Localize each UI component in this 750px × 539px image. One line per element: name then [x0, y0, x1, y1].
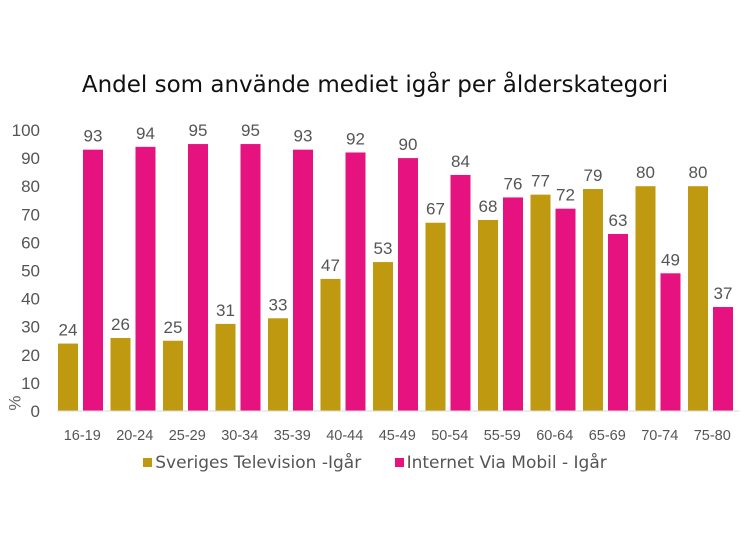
bar — [58, 343, 78, 411]
legend-label: Internet Via Mobil - Igår — [406, 452, 607, 473]
data-label: 95 — [241, 121, 260, 140]
data-label: 84 — [451, 152, 470, 171]
bar — [660, 273, 681, 411]
x-tick-label: 25-29 — [169, 428, 206, 444]
legend: Sveriges Television -Igår Internet Via M… — [0, 452, 750, 473]
data-label: 31 — [216, 301, 235, 320]
bar — [135, 146, 156, 412]
x-tick-label: 30-34 — [221, 428, 258, 444]
y-tick-label: 10 — [21, 374, 40, 393]
bar — [450, 174, 471, 411]
data-label: 92 — [346, 129, 365, 148]
x-tick-label: 20-24 — [116, 428, 153, 444]
x-tick-label: 50-54 — [431, 428, 468, 444]
bar — [293, 149, 313, 412]
data-label: 26 — [111, 315, 130, 334]
x-tick-label: 65-69 — [589, 428, 626, 444]
data-label: 24 — [59, 321, 78, 340]
bar — [608, 233, 628, 411]
y-tick-label: 50 — [21, 262, 40, 281]
bar — [373, 262, 393, 411]
data-label: 37 — [714, 284, 733, 303]
bar — [240, 144, 261, 412]
bar — [555, 208, 576, 411]
data-label: 80 — [636, 163, 655, 182]
data-label: 93 — [294, 127, 313, 146]
bar — [583, 189, 603, 411]
legend-item-svt: Sveriges Television -Igår — [143, 453, 361, 473]
data-label: 93 — [84, 127, 103, 146]
legend-label: Sveriges Television -Igår — [155, 452, 362, 473]
bar — [268, 318, 288, 411]
legend-swatch — [394, 458, 404, 467]
y-tick-label: 80 — [21, 177, 40, 196]
bar — [398, 158, 418, 411]
data-label: 95 — [189, 121, 208, 140]
data-label: 25 — [164, 318, 183, 337]
data-label: 90 — [399, 135, 418, 154]
x-tick-label: 45-49 — [379, 428, 416, 444]
bar — [215, 323, 236, 411]
x-tick-label: 55-59 — [484, 428, 521, 444]
bar — [320, 278, 341, 411]
bar — [503, 197, 523, 411]
y-tick-label: 100 — [12, 121, 40, 140]
data-label: 94 — [136, 124, 155, 143]
y-tick-label: 30 — [21, 318, 40, 337]
data-label: 68 — [479, 197, 498, 216]
x-tick-label: 16-19 — [64, 428, 101, 444]
y-tick-label: 90 — [21, 149, 40, 168]
legend-swatch — [143, 458, 153, 467]
data-label: 76 — [504, 174, 523, 193]
bar — [188, 144, 208, 412]
legend-item-mobil: Internet Via Mobil - Igår — [394, 452, 607, 473]
data-label: 47 — [321, 256, 340, 275]
bar — [83, 149, 103, 412]
data-label: 80 — [689, 163, 708, 182]
bar — [635, 186, 656, 411]
bar — [163, 340, 183, 411]
y-tick-label: 60 — [21, 233, 40, 252]
chart-title: Andel som använde mediet igår per ålders… — [81, 72, 669, 98]
bar — [478, 219, 498, 411]
data-label: 72 — [556, 186, 575, 205]
bar — [345, 152, 366, 412]
y-tick-label: 20 — [21, 346, 40, 365]
bar — [688, 186, 708, 411]
bar — [530, 194, 551, 411]
x-tick-label: 75-80 — [694, 428, 731, 444]
data-label: 77 — [531, 172, 550, 191]
bar — [713, 307, 733, 411]
data-label: 79 — [584, 166, 603, 185]
bar — [425, 222, 446, 411]
x-tick-label: 70-74 — [641, 428, 678, 444]
x-tick-label: 40-44 — [326, 428, 363, 444]
bar — [110, 337, 131, 411]
data-label: 53 — [374, 239, 393, 258]
data-label: 33 — [269, 295, 288, 314]
data-label: 49 — [661, 250, 680, 269]
x-tick-label: 35-39 — [274, 428, 311, 444]
data-label: 67 — [426, 200, 445, 219]
data-label: 63 — [609, 211, 628, 230]
x-tick-label: 60-64 — [536, 428, 573, 444]
y-tick-label: 70 — [21, 205, 40, 224]
y-tick-label: 40 — [21, 290, 40, 309]
y-tick-label: 0 — [31, 402, 40, 421]
